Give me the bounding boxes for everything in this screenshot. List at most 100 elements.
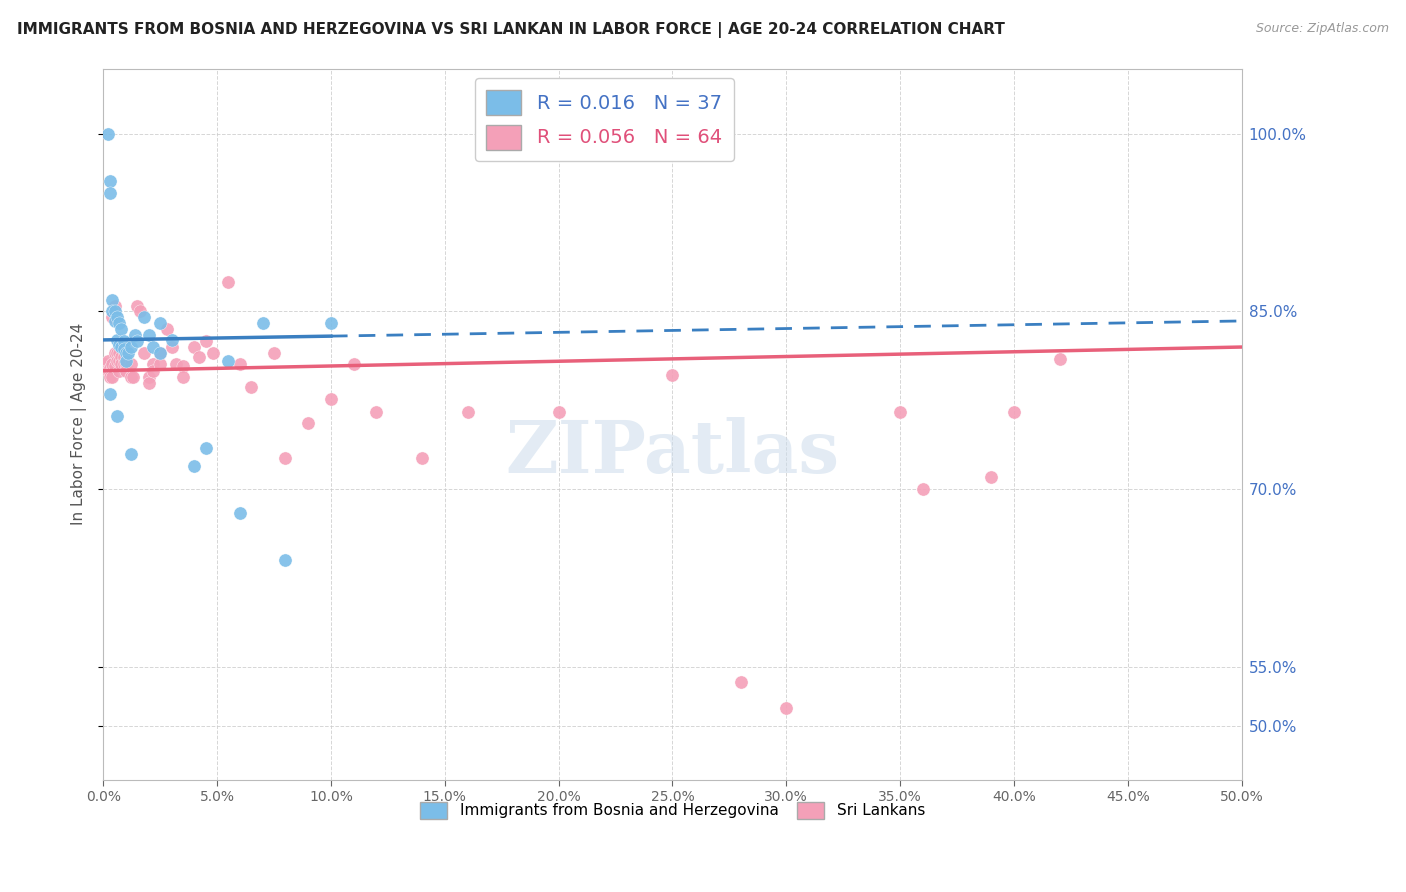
Point xyxy=(240,380,263,394)
Point xyxy=(217,275,239,289)
Point xyxy=(115,357,138,371)
Point xyxy=(94,357,117,371)
Point xyxy=(252,316,274,330)
Point xyxy=(661,368,683,383)
Point xyxy=(98,369,121,384)
Point xyxy=(547,405,569,419)
Point xyxy=(104,346,127,360)
Point xyxy=(128,304,150,318)
Point xyxy=(108,364,131,378)
Point xyxy=(101,310,124,325)
Point xyxy=(121,369,143,384)
Point xyxy=(138,369,160,384)
Point xyxy=(112,350,135,364)
Point xyxy=(165,357,187,371)
Y-axis label: In Labor Force | Age 20-24: In Labor Force | Age 20-24 xyxy=(72,323,87,525)
Point xyxy=(104,314,127,328)
Point xyxy=(138,328,160,343)
Point xyxy=(160,340,183,354)
Point xyxy=(183,340,205,354)
Point xyxy=(149,357,172,371)
Point xyxy=(112,343,135,357)
Point xyxy=(97,354,120,368)
Point xyxy=(105,409,128,423)
Point xyxy=(134,346,156,360)
Point xyxy=(457,405,479,419)
Point xyxy=(229,357,252,371)
Point xyxy=(115,346,138,360)
Point xyxy=(366,405,388,419)
Legend: Immigrants from Bosnia and Herzegovina, Sri Lankans: Immigrants from Bosnia and Herzegovina, … xyxy=(413,796,931,825)
Point xyxy=(138,376,160,390)
Text: IMMIGRANTS FROM BOSNIA AND HERZEGOVINA VS SRI LANKAN IN LABOR FORCE | AGE 20-24 : IMMIGRANTS FROM BOSNIA AND HERZEGOVINA V… xyxy=(17,22,1005,38)
Point xyxy=(1002,405,1025,419)
Point xyxy=(110,357,132,371)
Point xyxy=(108,337,131,351)
Point xyxy=(127,334,149,348)
Text: Source: ZipAtlas.com: Source: ZipAtlas.com xyxy=(1256,22,1389,36)
Point xyxy=(105,310,128,325)
Point xyxy=(297,416,319,430)
Point xyxy=(104,299,127,313)
Point xyxy=(411,451,433,466)
Point xyxy=(343,357,366,371)
Point xyxy=(229,506,252,520)
Point xyxy=(105,333,128,347)
Point xyxy=(104,359,127,373)
Point xyxy=(108,316,131,330)
Point xyxy=(98,186,121,200)
Point xyxy=(101,304,124,318)
Point xyxy=(98,174,121,188)
Point xyxy=(120,447,142,461)
Point xyxy=(110,322,132,336)
Point xyxy=(134,310,156,325)
Point xyxy=(274,553,297,567)
Point xyxy=(172,369,194,384)
Point xyxy=(120,369,142,384)
Point xyxy=(97,364,120,378)
Point xyxy=(187,350,209,364)
Point xyxy=(142,340,165,354)
Point xyxy=(263,346,285,360)
Point xyxy=(115,354,138,368)
Point xyxy=(98,361,121,376)
Point xyxy=(274,451,297,466)
Point xyxy=(142,357,165,371)
Point xyxy=(101,293,124,307)
Point xyxy=(105,354,128,368)
Point xyxy=(730,675,752,690)
Point xyxy=(149,346,172,360)
Point xyxy=(160,333,183,347)
Text: ZIPatlas: ZIPatlas xyxy=(505,417,839,488)
Point xyxy=(149,346,172,360)
Point xyxy=(156,322,179,336)
Point xyxy=(201,346,224,360)
Point xyxy=(142,364,165,378)
Point xyxy=(108,354,131,368)
Point xyxy=(319,392,342,407)
Point xyxy=(104,304,127,318)
Point xyxy=(97,127,120,141)
Point xyxy=(112,357,135,371)
Point xyxy=(98,387,121,401)
Point xyxy=(98,366,121,380)
Point xyxy=(183,458,205,473)
Point xyxy=(112,334,135,348)
Point xyxy=(149,316,172,330)
Point xyxy=(110,350,132,364)
Point xyxy=(101,369,124,384)
Point xyxy=(1049,351,1071,366)
Point xyxy=(120,340,142,354)
Point xyxy=(108,346,131,360)
Point xyxy=(115,364,138,378)
Point xyxy=(101,357,124,371)
Point xyxy=(217,354,239,368)
Point xyxy=(775,701,797,715)
Point xyxy=(120,357,142,371)
Point xyxy=(911,482,934,496)
Point xyxy=(105,346,128,360)
Point xyxy=(127,299,149,313)
Point xyxy=(172,359,194,373)
Point xyxy=(110,340,132,354)
Point xyxy=(124,328,146,343)
